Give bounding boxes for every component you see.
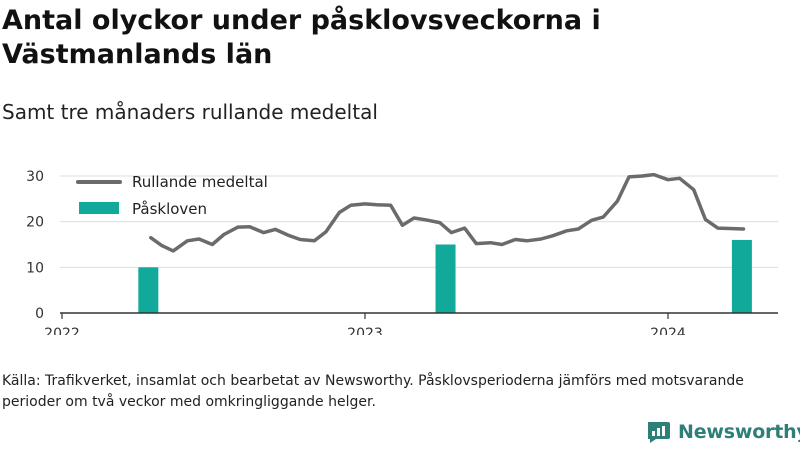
legend-swatch-bar <box>79 202 119 214</box>
bar-paskloven <box>138 267 159 313</box>
legend-label-rullande-medeltal: Rullande medeltal <box>132 173 268 191</box>
bar-paskloven <box>435 244 456 313</box>
x-tick-label: 2022 <box>44 326 80 335</box>
y-tick-label: 30 <box>26 169 44 185</box>
line-series <box>149 172 746 253</box>
chart-title: Antal olyckor under påsklovsveckorna i V… <box>2 5 601 70</box>
chart-area: 0 10 20 30 2022 2023 2024 Rullande medeltal På… <box>26 169 778 335</box>
x-tick-label: 2023 <box>347 326 383 335</box>
source-note: Källa: Trafikverket, insamlat och bearbe… <box>2 373 744 410</box>
axes: 2022 2023 2024 <box>44 312 778 335</box>
bars <box>138 239 752 313</box>
chart-subtitle: Samt tre månaders rullande medeltal <box>2 100 378 124</box>
legend: Rullande medeltal Påskloven <box>76 173 268 218</box>
y-tick-label: 10 <box>26 260 44 276</box>
bar-paskloven <box>731 239 752 313</box>
line-rullande-medeltal <box>149 172 746 253</box>
newsworthy-logo-icon <box>648 422 670 443</box>
x-tick-label: 2024 <box>650 326 686 335</box>
y-tick-label: 20 <box>26 215 44 231</box>
brand-logo[interactable]: Newsworthy <box>646 420 800 444</box>
brand-name: Newsworthy <box>678 421 800 443</box>
legend-label-paskloven: Påskloven <box>132 200 207 218</box>
y-tick-label: 0 <box>35 306 44 322</box>
